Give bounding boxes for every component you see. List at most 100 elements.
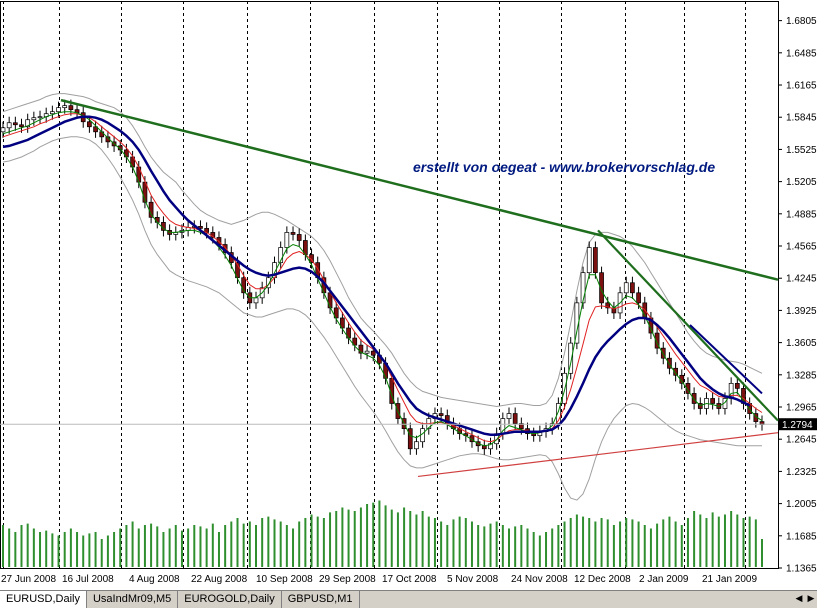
x-axis-tick-label: 21 Jan 2009 [702,574,757,585]
candle-body [358,344,364,354]
x-axis-tick-label: 17 Oct 2008 [382,574,437,585]
y-axis-tick-label: 1.6165 [786,81,817,92]
candle-body [593,247,598,274]
candle-body [340,317,345,329]
candle-body [241,277,247,294]
y-axis-tick-label: 1.2645 [786,435,817,446]
y-axis-tick-label: 1.5845 [786,113,817,124]
candle-body [691,393,697,404]
trendline-downtrend-blue [689,324,763,395]
y-axis-tick-label: 1.2325 [786,467,817,478]
candle-body [710,398,715,404]
candle-body [636,292,641,304]
tab-bar-spacer [360,591,794,608]
candle-body [31,117,37,121]
chart-annotation: erstellt von oegeat - www.brokervorschla… [413,159,715,175]
candle-body [599,272,604,304]
y-axis-tick-label: 1.3925 [786,306,817,317]
y-axis-tick-label: 1.4885 [786,209,817,220]
tab-gbpusd-m1[interactable]: GBPUSD,M1 [282,591,360,608]
candle-body [518,423,524,429]
x-axis-tick-label: 10 Sep 2008 [256,574,313,585]
x-axis-tick-label: 4 Aug 2008 [129,574,180,585]
candle-body [370,350,376,356]
candle-body [623,282,629,294]
y-axis-tick-label: 1.6805 [786,16,817,27]
candle-body [278,247,284,263]
y-axis-tick-label: 1.5525 [786,145,817,156]
scroll-right-icon[interactable]: ▶ [807,593,815,603]
chart-tab-bar: EURUSD,Daily UsaIndMr09,M5 EUROGOLD,Dail… [0,590,817,608]
candle-body [654,332,660,349]
candle-body [580,272,586,304]
candle-body [56,107,61,113]
trendline-support [417,432,779,478]
y-axis-tick-label: 1.3605 [786,338,817,349]
candle-body [12,122,18,126]
candle-body [87,121,92,128]
x-axis-tick-label: 16 Jul 2008 [62,574,114,585]
x-axis-tick-label: 5 Nov 2008 [447,574,499,585]
candle-body [352,337,358,346]
price-chart[interactable]: 27 Jun 2008 16 Jul 2008 4 Aug 2008 22 Aug 2… [0,0,817,590]
candle-body [93,126,98,133]
plot-frame [0,1,779,569]
candle-body [407,428,413,450]
scroll-left-icon[interactable]: ◀ [795,593,803,603]
candle-body [6,122,12,129]
candle-body [37,116,43,119]
candle-body [290,232,296,235]
candle-body [25,119,31,128]
candle-body [253,297,259,304]
tab-usaindmr09-m5[interactable]: UsaIndMr09,M5 [87,591,179,608]
candle-body [0,127,6,133]
candle-body [568,342,574,374]
x-axis-tick-label: 2 Jan 2009 [639,574,689,585]
current-price-marker [779,418,817,431]
candle-body [364,350,370,354]
candle-body [586,247,592,274]
moving-average-green [2,111,763,447]
candle-body [506,413,512,419]
tab-eurogold-daily[interactable]: EUROGOLD,Daily [178,591,282,608]
candle-body [673,367,678,376]
trendline-downtrend-green [597,229,779,422]
y-axis-tick-label: 1.2965 [786,403,817,414]
x-axis-tick-label: 22 Aug 2008 [191,574,248,585]
x-axis-tick-label: 12 Dec 2008 [574,574,631,585]
tab-eurusd-daily[interactable]: EURUSD,Daily [0,591,87,608]
candle-body [296,234,302,241]
y-axis-tick-label: 1.3285 [786,370,817,381]
candle-body [19,124,24,128]
x-axis-tick-label: 27 Jun 2008 [1,574,56,585]
current-price-label: 1.2794 [782,420,813,431]
candle-body [667,357,672,369]
candle-body [50,111,55,115]
trendline-resistance [60,98,779,281]
candle-body [630,282,635,294]
moving-average-blue [2,115,751,436]
x-axis-tick-label: 29 Sep 2008 [319,574,376,585]
candle-body [438,413,444,416]
candle-body [414,441,419,450]
y-axis-tick-label: 1.4245 [786,274,817,285]
candle-body [556,403,561,424]
candle-body [512,413,518,424]
bollinger-lower-band [2,136,762,501]
y-axis-tick-label: 1.6485 [786,48,817,59]
candle-body [62,105,68,109]
chart-canvas[interactable]: 27 Jun 2008 16 Jul 2008 4 Aug 2008 22 Aug 2… [0,0,817,590]
bollinger-upper-band [2,93,763,408]
candle-body [488,443,493,450]
candle-body [685,383,691,394]
candle-body [734,383,740,389]
x-axis-tick-label: 24 Nov 2008 [511,574,568,585]
candle-body [284,232,290,248]
y-axis-tick-label: 1.1685 [786,531,817,542]
candle-body [605,302,611,309]
y-axis-tick-label: 1.4565 [786,242,817,253]
y-axis-tick-label: 1.5205 [786,177,817,188]
candle-body [68,105,74,111]
y-axis-tick-label: 1.1365 [786,564,817,575]
y-axis-tick-label: 1.2005 [786,499,817,510]
